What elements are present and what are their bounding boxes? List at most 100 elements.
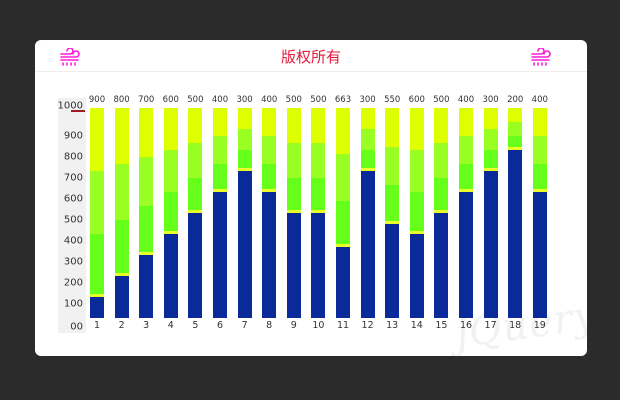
y-tick-label: 200 <box>63 277 83 289</box>
bar-segment-light_green <box>188 142 203 178</box>
bar-value-label: 600 <box>162 95 179 105</box>
bar-segment-yellow <box>532 108 547 137</box>
bar-segment-green <box>213 164 227 192</box>
x-tick-label: 16 <box>459 320 473 331</box>
bar-segment-light_green <box>90 171 104 234</box>
bar-segment-yellow <box>262 108 277 137</box>
bar-value-label: 500 <box>433 95 450 105</box>
bar[interactable] <box>90 108 104 318</box>
chart-card: 版权所有 jQuery 00 100 200 300 400 500 600 700 800 90… <box>35 40 587 356</box>
bar[interactable] <box>139 108 154 318</box>
x-tick-label: 9 <box>290 320 297 331</box>
x-tick-label: 8 <box>266 320 273 331</box>
bar-segment-green <box>336 200 350 248</box>
bar-segment-base <box>483 171 498 318</box>
bar-segment-base <box>336 247 350 318</box>
bar[interactable] <box>409 108 424 318</box>
bar-segment-light_green <box>262 136 277 165</box>
bar[interactable] <box>360 108 375 318</box>
bar[interactable] <box>532 108 547 318</box>
bar-segment-base <box>508 150 523 318</box>
x-tick-label: 14 <box>410 320 423 331</box>
bar-segment-light_green <box>434 142 449 178</box>
bar-value-label: 600 <box>408 95 425 105</box>
x-tick-label: 1 <box>93 320 101 331</box>
x-tick-label: 3 <box>143 320 150 331</box>
bar-separator <box>360 168 375 171</box>
bar[interactable] <box>483 108 498 318</box>
bar[interactable] <box>163 108 178 318</box>
bar[interactable] <box>508 108 523 318</box>
bar-segment-base <box>262 192 277 318</box>
bar-separator <box>114 273 129 276</box>
bar-separator <box>311 210 326 213</box>
y-tick-label: 100 <box>63 298 83 310</box>
bar-separator <box>385 220 400 224</box>
bar-segment-light_green <box>139 157 154 207</box>
card-header: 版权所有 <box>35 40 587 72</box>
bar-separator <box>434 210 449 213</box>
bar[interactable] <box>434 108 449 318</box>
bar-segment-yellow <box>483 108 498 129</box>
x-tick-label: 6 <box>216 320 224 331</box>
bar-segment-green <box>262 164 277 192</box>
x-tick-label: 18 <box>509 320 522 331</box>
wind-icon[interactable] <box>58 48 82 66</box>
y-tick-label: 600 <box>63 193 83 205</box>
bar-segment-base <box>409 234 424 318</box>
bar-segment-yellow <box>459 108 473 137</box>
bar[interactable] <box>385 108 400 318</box>
x-tick-label: 5 <box>192 320 199 331</box>
bar-segment-base <box>459 192 473 318</box>
page-title: 版权所有 <box>280 48 341 66</box>
bar[interactable] <box>336 108 350 318</box>
bar-segment-yellow <box>213 108 227 137</box>
bar-value-label: 800 <box>113 95 130 105</box>
bar[interactable] <box>237 108 252 318</box>
bar-segment-base <box>90 297 104 318</box>
bar-segment-green <box>188 177 203 213</box>
x-tick-label: 10 <box>312 320 325 331</box>
bar-segment-green <box>163 192 178 234</box>
bar[interactable] <box>459 108 473 318</box>
bar-segment-base <box>532 192 547 318</box>
bar[interactable] <box>188 108 203 318</box>
bar[interactable] <box>213 108 227 318</box>
bar-separator <box>459 189 473 192</box>
y-tick-label: 700 <box>63 172 83 184</box>
bar-segment-light_green <box>213 136 227 165</box>
bar-segment-light_green <box>508 121 523 136</box>
bar-segment-light_green <box>237 129 252 150</box>
bar-segment-yellow <box>188 108 203 143</box>
bar-segment-light_green <box>360 129 375 150</box>
y-tick-label: 400 <box>63 235 83 247</box>
bar-segment-yellow <box>336 108 350 155</box>
x-tick-label: 7 <box>241 320 248 331</box>
bar-separator <box>90 294 104 297</box>
bar-segment-yellow <box>163 108 178 150</box>
y-tick-label: 1000 <box>57 100 83 112</box>
bar-segment-green <box>139 206 154 255</box>
bar-separator <box>237 168 252 171</box>
bar-separator <box>139 252 154 255</box>
bar-segment-base <box>286 213 301 318</box>
y-tick-label: 900 <box>63 130 83 142</box>
bar[interactable] <box>262 108 277 318</box>
bar[interactable] <box>311 108 326 318</box>
bar-segment-yellow <box>114 108 129 164</box>
bar[interactable] <box>286 108 301 318</box>
bar-segment-yellow <box>237 108 252 129</box>
bar-segment-base <box>163 234 178 318</box>
x-tick-label: 2 <box>118 320 125 331</box>
bar-segment-green <box>311 177 326 213</box>
bar-segment-base <box>114 276 129 318</box>
bar-segment-base <box>311 213 326 318</box>
bar-value-label: 500 <box>285 95 302 105</box>
bar-value-label: 550 <box>384 95 401 105</box>
wind-icon[interactable] <box>529 48 553 66</box>
bar-value-label: 400 <box>211 95 229 105</box>
bar-value-label: 300 <box>482 95 499 105</box>
bar-value-label: 700 <box>138 95 155 105</box>
bar[interactable] <box>114 108 129 318</box>
bar-segment-light_green <box>286 142 301 178</box>
